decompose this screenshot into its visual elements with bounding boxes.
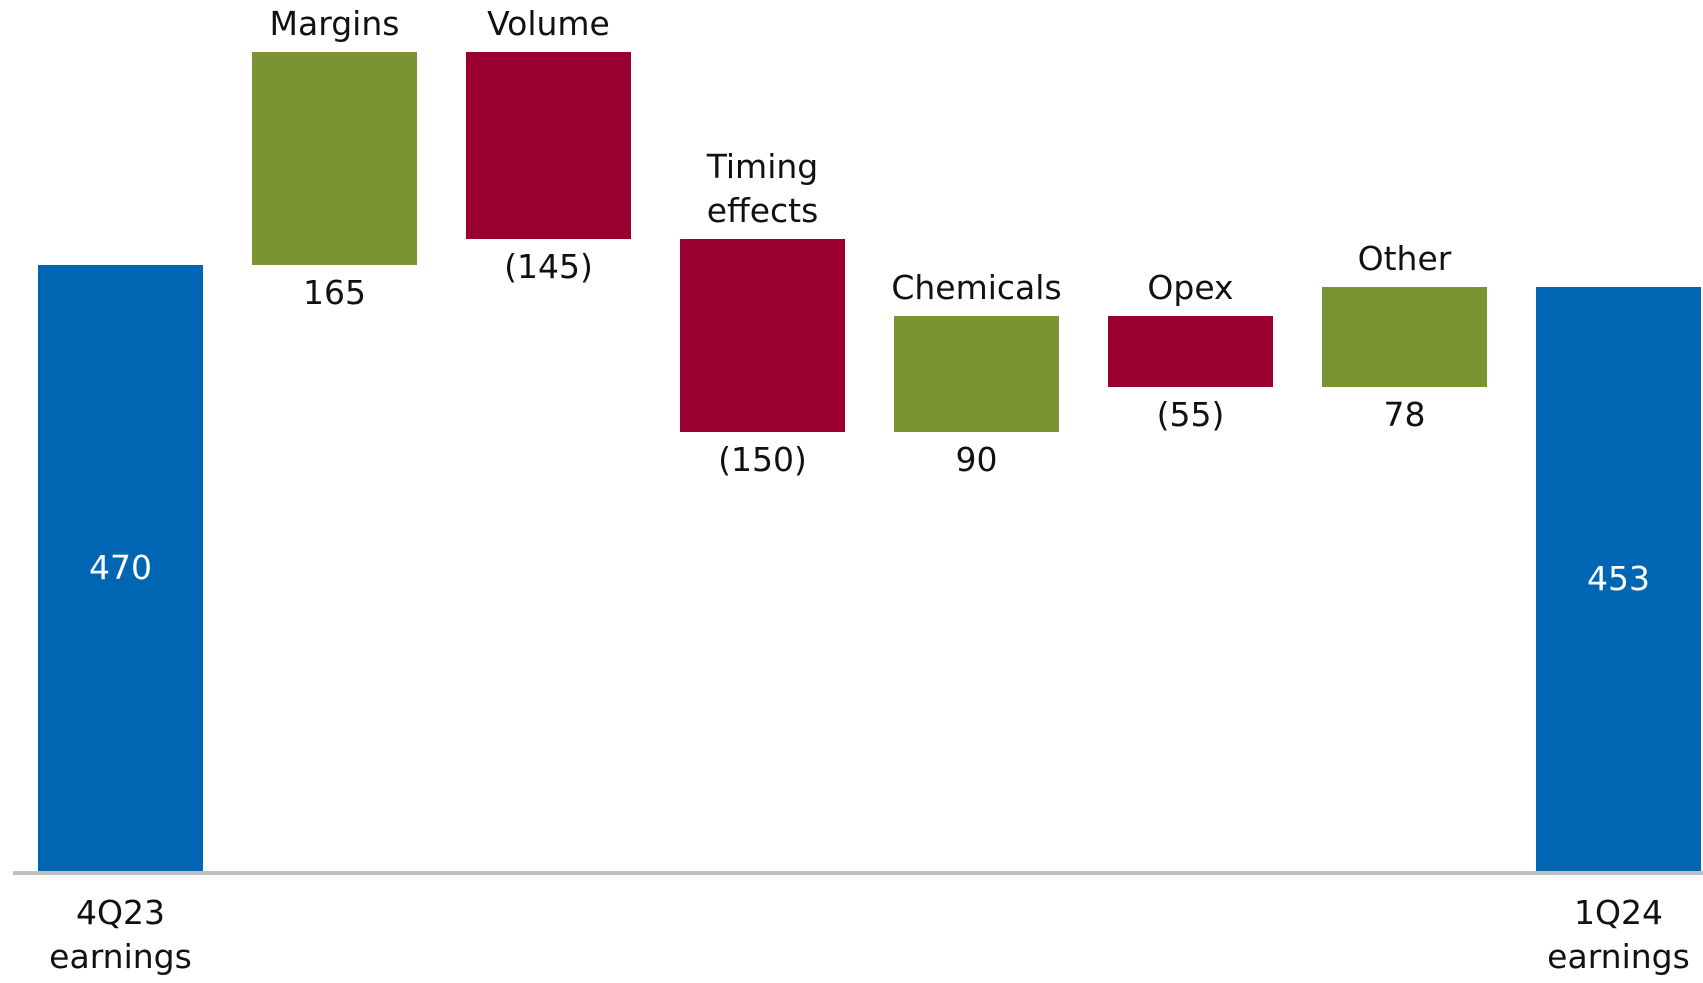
value-label: (55) [1156,395,1225,435]
bar [1536,286,1701,871]
category-label: Volume [487,3,610,43]
category-label: 1Q24 earnings [1547,893,1690,976]
category-label: Chemicals [891,268,1062,308]
bar [1108,316,1273,388]
value-label: (150) [718,440,807,480]
category-label: 4Q23 earnings [49,893,192,976]
value-label: 78 [1383,395,1426,435]
category-label: Timing effects [706,147,819,231]
value-label: 90 [955,440,998,480]
value-label: 165 [303,272,366,312]
baseline [13,871,1703,875]
category-label: Other [1357,238,1452,278]
bar [252,52,417,265]
bar [466,52,631,240]
bar [1322,286,1487,388]
category-label: Margins [269,3,400,43]
category-label: Opex [1147,268,1234,308]
value-label: 453 [1587,558,1650,598]
value-label: 470 [89,547,152,587]
bar [680,239,845,433]
bar [894,316,1059,433]
bar [38,264,203,871]
value-label: (145) [504,247,593,287]
